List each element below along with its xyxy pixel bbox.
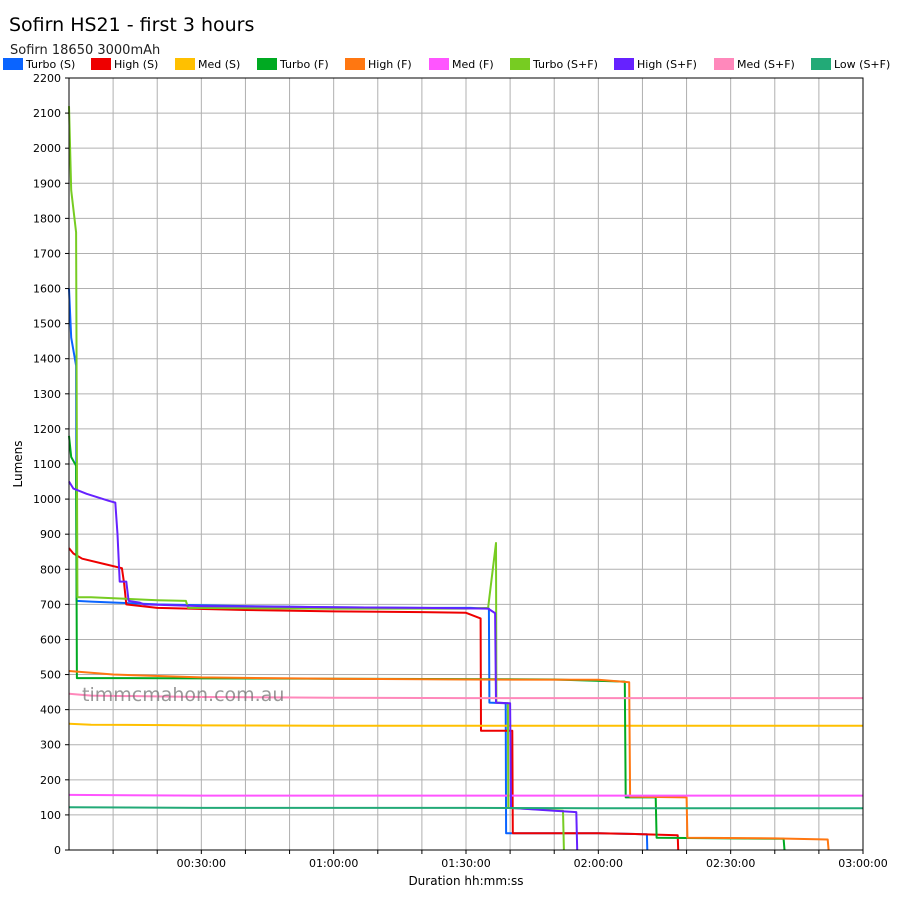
legend-item: Turbo (S) <box>3 56 75 72</box>
legend-label: High (S) <box>114 57 159 71</box>
legend-item: High (S+F) <box>614 56 697 72</box>
y-tick-label: 1500 <box>33 318 61 331</box>
series-line-4 <box>68 670 830 851</box>
y-tick-label: 1800 <box>33 212 61 225</box>
x-axis-label: Duration hh:mm:ss <box>408 874 523 888</box>
legend-swatch <box>429 58 449 70</box>
legend-item: High (F) <box>345 56 412 72</box>
legend-item: Turbo (S+F) <box>510 56 598 72</box>
y-axis-ticks: 0 100 200 300 400 500 600 700 800 900 1000 1100 1200… <box>33 72 69 857</box>
y-tick-label: 200 <box>40 774 61 787</box>
y-tick-label: 0 <box>54 844 61 857</box>
legend-item: Med (S+F) <box>714 56 795 72</box>
legend-swatch <box>614 58 634 70</box>
series-line-1 <box>68 547 680 851</box>
y-tick-label: 1200 <box>33 423 61 436</box>
legend-label: Turbo (F) <box>280 57 329 71</box>
legend-label: Low (S+F) <box>834 57 891 71</box>
y-tick-label: 100 <box>40 809 61 822</box>
legend-swatch <box>345 58 365 70</box>
series-line-6 <box>68 106 565 851</box>
y-tick-label: 2100 <box>33 107 61 120</box>
y-tick-label: 300 <box>40 739 61 752</box>
y-tick-label: 400 <box>40 704 61 717</box>
watermark-text: timmcmahon.com.au <box>82 684 285 706</box>
series-line-2 <box>68 722 863 727</box>
legend: Turbo (S) High (S) Med (S) Turbo (F) High (F… <box>0 56 900 72</box>
chart-subtitle: Sofirn 18650 3000mAh <box>10 43 161 58</box>
x-tick-label: 00:30:00 <box>177 857 226 870</box>
plot-lines <box>68 106 863 851</box>
legend-item: High (S) <box>91 56 158 72</box>
y-tick-label: 2000 <box>33 142 61 155</box>
legend-label: Med (S+F) <box>737 57 795 71</box>
legend-swatch <box>175 58 195 70</box>
legend-label: Turbo (S) <box>26 57 76 71</box>
series-line-3 <box>68 435 786 851</box>
y-tick-label: 1300 <box>33 388 61 401</box>
series-line-8 <box>68 692 863 700</box>
y-tick-label: 600 <box>40 633 61 646</box>
legend-swatch <box>714 58 734 70</box>
x-tick-label: 03:00:00 <box>838 857 887 870</box>
legend-swatch <box>510 58 530 70</box>
legend-label: High (S+F) <box>637 57 697 71</box>
x-axis-ticks: 00:30:00 01:00:00 01:30:00 02:00:00 02:30:00… <box>112 850 888 870</box>
legend-label: Med (F) <box>452 57 494 71</box>
legend-swatch <box>3 58 23 70</box>
y-tick-label: 1400 <box>33 353 61 366</box>
y-tick-label: 1600 <box>33 283 61 296</box>
x-tick-label: 02:00:00 <box>574 857 623 870</box>
legend-swatch <box>811 58 831 70</box>
y-tick-label: 1100 <box>33 458 61 471</box>
grid-lines <box>69 78 863 850</box>
legend-item: Med (S) <box>175 56 240 72</box>
legend-label: Med (S) <box>198 57 241 71</box>
series-line-5 <box>68 793 863 797</box>
legend-swatch <box>91 58 111 70</box>
y-tick-label: 1900 <box>33 177 61 190</box>
x-tick-label: 01:30:00 <box>441 857 490 870</box>
legend-label: Turbo (S+F) <box>533 57 598 71</box>
y-tick-label: 700 <box>40 598 61 611</box>
series-line-7 <box>68 480 579 851</box>
legend-item: Low (S+F) <box>811 56 890 72</box>
x-tick-label: 02:30:00 <box>706 857 755 870</box>
legend-swatch <box>257 58 277 70</box>
y-tick-label: 800 <box>40 563 61 576</box>
y-axis-label: Lumens <box>11 440 25 487</box>
legend-item: Turbo (F) <box>257 56 329 72</box>
y-tick-label: 2200 <box>33 72 61 85</box>
y-tick-label: 1700 <box>33 247 61 260</box>
y-tick-label: 1000 <box>33 493 61 506</box>
x-tick-label: 01:00:00 <box>309 857 358 870</box>
chart-title: Sofirn HS21 - first 3 hours <box>9 14 255 36</box>
y-tick-label: 500 <box>40 669 61 682</box>
y-tick-label: 900 <box>40 528 61 541</box>
legend-item: Med (F) <box>429 56 494 72</box>
legend-label: High (F) <box>368 57 412 71</box>
series-line-9 <box>68 806 863 810</box>
